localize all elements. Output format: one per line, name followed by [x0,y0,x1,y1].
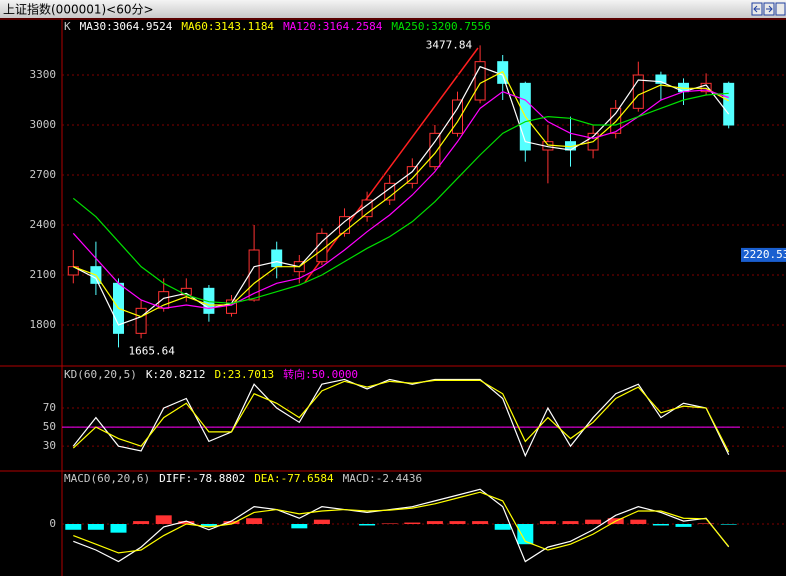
macd-bar [178,521,195,524]
candle-body [226,299,237,314]
y-tick-label: 0 [49,517,56,530]
candle-body [655,74,667,84]
candle-body [700,82,712,93]
trend-line [304,47,479,283]
high-label: 3477.84 [426,38,473,51]
macd-bar [200,524,217,527]
macd-bar [359,524,376,526]
candle-body [248,249,260,301]
prev-icon [753,5,760,13]
macd-bar [585,519,602,524]
macd-bar [720,524,737,525]
candle-body [723,82,735,126]
macd-bar [426,521,443,524]
macd-bar [630,519,647,524]
macd-bar [494,524,511,530]
y-tick-label: 1800 [30,318,57,331]
candle-body [135,307,147,334]
price-marker-box [741,247,786,262]
indicator-line [72,89,729,309]
indicator-label: MACD:-2.4436 [343,472,422,485]
indicator-label: MA30:3064.9524 [80,20,173,33]
macd-bar [562,521,579,524]
indicator-line [73,70,729,318]
macd-bar [517,524,534,545]
macd-bar [65,524,82,530]
y-tick-label: 30 [43,439,56,452]
macd-bar [246,518,263,524]
menu-button[interactable] [775,2,786,16]
indicator-label: KD(60,20,5) [64,368,137,381]
indicator-label: 转向:50.0000 [283,367,358,381]
indicator-line [72,92,729,304]
indicator-line [73,488,730,563]
next-icon [766,5,773,13]
y-tick-label: 2100 [30,268,57,281]
candle-body [429,132,441,168]
candle-body [339,216,350,234]
macd-bar [472,521,489,524]
y-tick-label: 70 [43,401,56,414]
macd-bar [449,521,466,524]
macd-bar [313,519,330,524]
candle-body [203,287,215,314]
macd-bar [675,524,692,527]
title-bar [0,0,786,18]
macd-bar [698,523,715,524]
macd-bar [223,521,240,524]
candle-body [271,249,283,268]
indicator-label: K:20.8212 [146,368,206,381]
indicator-label: DIFF:-78.8802 [159,472,245,485]
macd-bar [87,524,104,530]
indicator-label: MA250:3200.7556 [391,20,490,33]
macd-bar [404,522,421,524]
macd-bar [539,521,556,524]
y-tick-label: 3000 [30,118,57,131]
indicator-line [73,491,730,554]
macd-bar [381,523,398,524]
candle-body [632,74,644,109]
indicator-line [72,379,730,453]
y-tick-label: 2400 [30,218,57,231]
window-title: 上证指数(000001)<60分> [3,2,154,17]
macd-bar [133,521,150,524]
macd-bar [652,524,669,526]
indicator-label: MA60:3143.1184 [181,20,274,33]
indicator-label: DEA:-77.6584 [254,472,334,485]
macd-bar [155,515,172,524]
macd-bar [291,524,308,529]
indicator-label: MA120:3164.2584 [283,20,383,33]
indicator-label: MACD(60,20,6) [64,472,150,485]
candle-body [158,291,170,309]
y-tick-label: 3300 [30,68,57,81]
low-label: 1665.64 [129,344,176,357]
nav-buttons[interactable] [751,2,786,16]
y-tick-label: 2700 [30,168,57,181]
indicator-label: K [64,20,71,33]
indicator-line [73,65,730,326]
macd-bar [110,524,127,533]
price-marker: 2220.53 [743,248,786,261]
indicator-label: D:23.7013 [214,368,274,381]
y-tick-label: 50 [43,420,56,433]
